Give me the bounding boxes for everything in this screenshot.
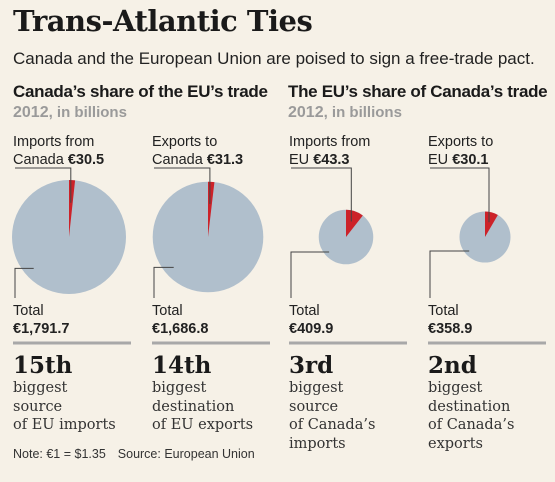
total-caption: Total [13, 303, 44, 319]
footnote: Note: €1 = $1.35 Source: European Union [13, 447, 255, 461]
rank-description: biggest source of Canada’s imports [289, 379, 375, 453]
section-subtitle-canada: 2012, in billions [288, 104, 402, 122]
rank-value: 2nd [428, 352, 477, 379]
page-subtitle: Canada and the European Union are poised… [13, 49, 535, 68]
section-subtitle-eu: 2012, in billions [13, 104, 127, 122]
section-year: 2012 [13, 104, 49, 121]
rank-description: biggest source of EU imports [13, 379, 116, 435]
partner-name: EU [428, 152, 449, 168]
partner-name: Canada [13, 152, 64, 168]
total-leader-line [429, 250, 470, 298]
pie-share-slice [346, 209, 363, 237]
total-label: Total €358.9 [428, 302, 472, 338]
total-label: Total €409.9 [289, 302, 333, 338]
desc-line: destination [428, 398, 511, 415]
share-label-line1: Imports from [13, 134, 95, 150]
section-title-canada: The EU’s share of Canada’s trade [288, 82, 548, 101]
total-value: €1,791.7 [13, 321, 70, 337]
total-leader-line [153, 266, 174, 298]
total-label: Total €1,686.8 [152, 302, 208, 338]
share-label-line1: Exports to [152, 134, 218, 150]
section-unit: , in billions [323, 104, 402, 121]
total-caption: Total [428, 303, 459, 319]
share-label: Imports from Canada €30.5 [13, 133, 104, 169]
share-leader-line [430, 167, 490, 223]
rank-value: 15th [13, 352, 73, 379]
total-value: €409.9 [289, 321, 334, 337]
desc-line: biggest [428, 380, 483, 396]
section-title-eu: Canada’s share of the EU’s trade [13, 82, 268, 101]
total-caption: Total [289, 303, 320, 319]
total-leader-line [290, 251, 330, 298]
desc-line: biggest [13, 380, 68, 396]
rank-description: biggest destination of EU exports [152, 379, 253, 435]
section-year: 2012 [288, 104, 324, 121]
share-label: Exports to EU €30.1 [428, 133, 493, 169]
share-label: Imports from EU €43.3 [289, 133, 370, 169]
share-leader-line [15, 167, 72, 203]
total-label: Total €1,791.7 [13, 302, 69, 338]
total-value: €358.9 [428, 321, 473, 337]
desc-line: of EU exports [152, 417, 254, 433]
rank-value: 14th [152, 352, 212, 379]
desc-line: source [289, 398, 339, 415]
partner-name: EU [289, 152, 310, 168]
share-label: Exports to Canada €31.3 [152, 133, 243, 169]
desc-line: biggest [289, 380, 344, 396]
share-label-line1: Exports to [428, 134, 494, 150]
desc-line: of EU imports [13, 417, 116, 433]
pie-total-slice [459, 211, 511, 263]
page-title: Trans-Atlantic Ties [13, 4, 313, 38]
partner-name: Canada [152, 152, 203, 168]
share-label-line2: EU €30.1 [428, 151, 493, 169]
total-caption: Total [152, 303, 183, 319]
source-note: Source: European Union [117, 447, 255, 461]
rank-value: 3rd [289, 352, 334, 379]
rank-description: biggest destination of Canada’s exports [428, 379, 514, 453]
desc-line: imports [289, 435, 346, 452]
total-value: €1,686.8 [152, 321, 209, 337]
desc-line: biggest [152, 380, 207, 396]
share-label-line1: Imports from [289, 134, 371, 150]
share-value: €31.3 [206, 152, 244, 168]
share-value: €30.1 [452, 152, 489, 168]
pie-share-slice [485, 211, 498, 237]
share-label-line2: Canada €30.5 [13, 151, 104, 169]
desc-line: of Canada’s [428, 417, 515, 433]
share-label-line2: EU €43.3 [289, 151, 370, 169]
share-label-line2: Canada €31.3 [152, 151, 243, 169]
share-value: €43.3 [313, 152, 350, 168]
share-leader-line [291, 167, 352, 222]
share-value: €30.5 [67, 152, 105, 168]
desc-line: of Canada’s [289, 417, 376, 433]
desc-line: exports [428, 435, 483, 452]
desc-line: destination [152, 398, 235, 415]
section-unit: , in billions [48, 104, 127, 121]
total-leader-line [14, 267, 34, 298]
desc-line: source [13, 398, 63, 415]
share-leader-line [154, 167, 211, 204]
exchange-rate-note: Note: €1 = $1.35 [13, 447, 106, 461]
